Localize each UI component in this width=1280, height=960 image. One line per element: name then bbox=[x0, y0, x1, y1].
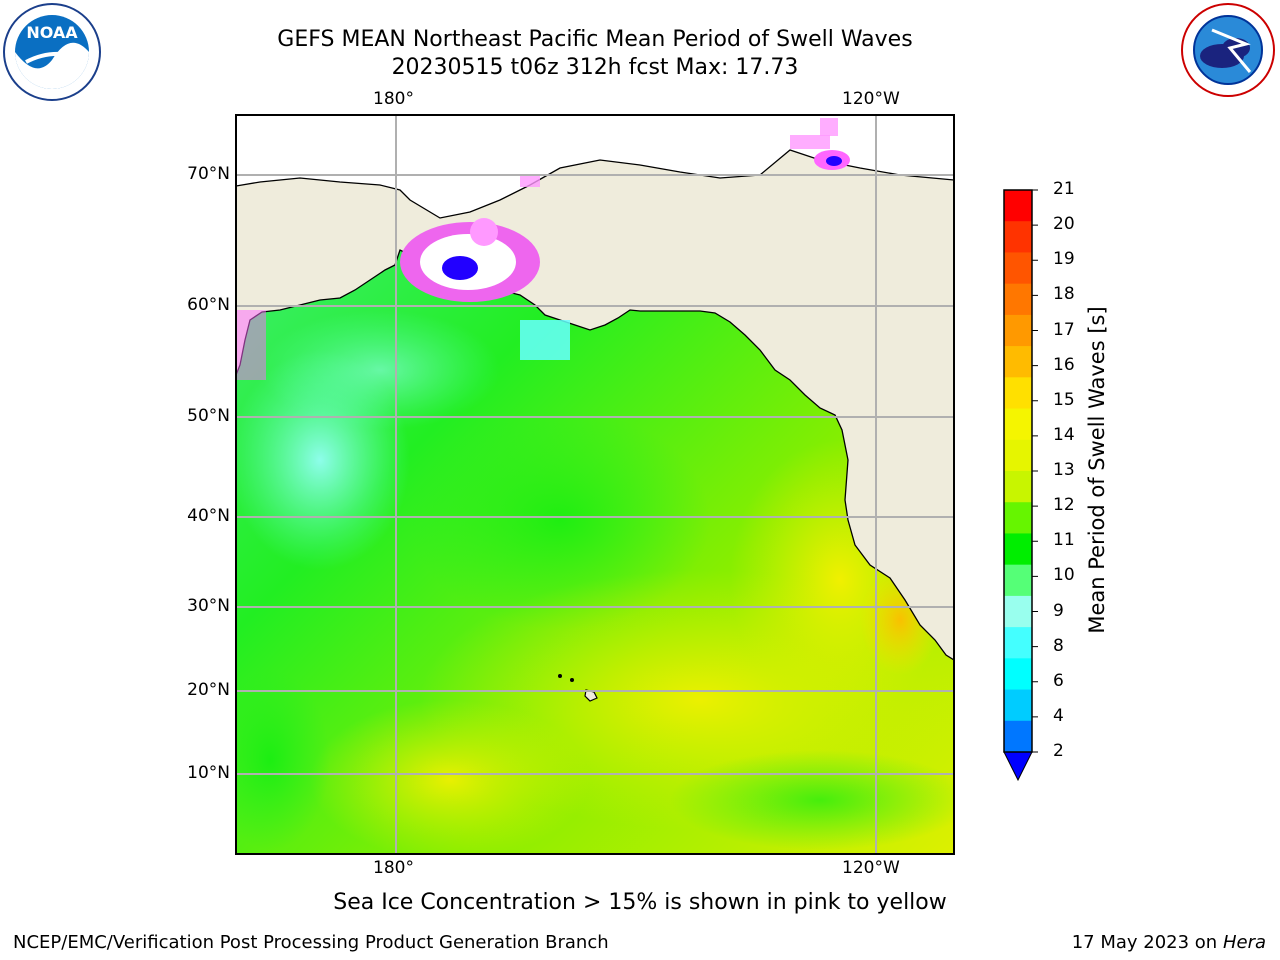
colorbar-segment bbox=[1004, 720, 1032, 753]
nws-logo bbox=[1181, 3, 1275, 97]
colorbar-segment bbox=[1004, 283, 1032, 316]
colorbar-tick-label: 13 bbox=[1053, 460, 1075, 480]
colorbar-segment bbox=[1004, 658, 1032, 691]
colorbar-segment bbox=[1004, 502, 1032, 534]
colorbar-tick-label: 10 bbox=[1053, 565, 1075, 586]
colorbar-segment bbox=[1004, 377, 1032, 410]
footer-date-text: 17 May 2023 on bbox=[1071, 932, 1218, 953]
colorbar-tick-label: 8 bbox=[1053, 635, 1064, 656]
colorbar-segment bbox=[1004, 689, 1032, 722]
noaa-logo-text: NOAA bbox=[26, 23, 78, 42]
lon-label-bottom-120w: 120°W bbox=[842, 858, 900, 878]
sea-ice-bering bbox=[400, 218, 570, 360]
colorbar-tick-label: 12 bbox=[1053, 495, 1075, 516]
colorbar-tick-label: 4 bbox=[1053, 705, 1064, 726]
lat-label-60n: 60°N bbox=[187, 295, 230, 315]
colorbar-tick-label: 6 bbox=[1053, 670, 1064, 691]
lon-label-top-120w: 120°W bbox=[842, 89, 900, 109]
graticule bbox=[236, 115, 954, 854]
colorbar-tick-label: 15 bbox=[1053, 389, 1075, 410]
colorbar-segment bbox=[1004, 627, 1032, 659]
lon-label-bottom-180: 180° bbox=[373, 858, 414, 878]
lon-label-top-180: 180° bbox=[373, 89, 414, 109]
colorbar-extend-triangle bbox=[1003, 751, 1033, 782]
lat-label-30n: 30°N bbox=[187, 596, 230, 616]
colorbar-tick-label: 18 bbox=[1053, 284, 1075, 305]
colorbar-tick-label: 21 bbox=[1053, 179, 1075, 199]
colorbar-tick-label: 16 bbox=[1053, 354, 1075, 375]
lat-label-50n: 50°N bbox=[187, 406, 230, 426]
colorbar-segment bbox=[1004, 221, 1032, 253]
colorbar bbox=[1003, 189, 1038, 782]
colorbar-segment bbox=[1004, 252, 1032, 285]
colorbar-segment bbox=[1004, 190, 1032, 222]
colorbar-tick-label: 11 bbox=[1053, 530, 1075, 551]
footer-host: Hera bbox=[1222, 932, 1266, 953]
lat-label-70n: 70°N bbox=[187, 164, 230, 184]
lat-label-40n: 40°N bbox=[187, 506, 230, 526]
colorbar-segment bbox=[1004, 314, 1032, 347]
lat-label-10n: 10°N bbox=[187, 763, 230, 783]
colorbar-label: Mean Period of Swell Waves [s] bbox=[1085, 306, 1109, 634]
colorbar-tick-label: 17 bbox=[1053, 319, 1075, 340]
colorbar-segment bbox=[1004, 471, 1032, 503]
lat-label-20n: 20°N bbox=[187, 680, 230, 700]
colorbar-segment bbox=[1004, 595, 1032, 628]
colorbar-tick-label: 20 bbox=[1053, 214, 1075, 235]
sea-ice-caption: Sea Ice Concentration > 15% is shown in … bbox=[333, 890, 947, 915]
chart-title: GEFS MEAN Northeast Pacific Mean Period … bbox=[277, 27, 913, 52]
colorbar-segment bbox=[1004, 439, 1032, 472]
colorbar-tick-label: 2 bbox=[1053, 741, 1064, 761]
colorbar-tick-label: 9 bbox=[1053, 600, 1064, 621]
colorbar-tick-label: 14 bbox=[1053, 424, 1075, 445]
sea-ice-arctic bbox=[520, 118, 850, 187]
colorbar-segment bbox=[1004, 346, 1032, 378]
chart-subtitle: 20230515 t06z 312h fcst Max: 17.73 bbox=[391, 55, 799, 80]
map-area bbox=[236, 115, 954, 854]
colorbar-segment bbox=[1004, 564, 1032, 597]
noaa-logo: NOAA bbox=[3, 3, 101, 101]
map-frame bbox=[235, 114, 955, 855]
colorbar-segment bbox=[1004, 408, 1032, 441]
footer-organization: NCEP/EMC/Verification Post Processing Pr… bbox=[13, 932, 609, 953]
colorbar-segment bbox=[1004, 533, 1032, 566]
colorbar-tick-label: 19 bbox=[1053, 249, 1075, 270]
footer-date: 17 May 2023 on Hera bbox=[1072, 932, 1266, 953]
